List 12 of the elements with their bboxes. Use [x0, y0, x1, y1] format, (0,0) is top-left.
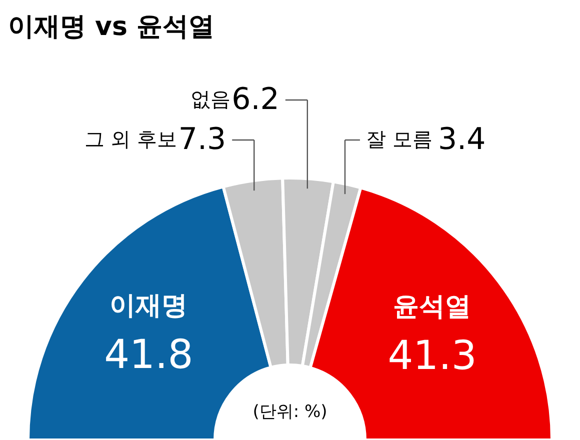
data-label: 41.8 [104, 332, 194, 378]
slice-label: 없음 [190, 87, 230, 111]
slice-label: 윤석열 [393, 292, 472, 322]
chart-title: 이재명 vs 윤석열 [8, 12, 215, 42]
data-label: 6.2 [232, 82, 280, 117]
data-label: 7.3 [178, 122, 226, 157]
data-label: 41.3 [388, 333, 477, 380]
slice-label: 이재명 [110, 291, 188, 322]
slice-label: 그 외 후보 [84, 127, 178, 151]
slice-label: 잘 모름 [366, 127, 432, 151]
text: (단위: %) [252, 402, 328, 422]
data-label: 3.4 [438, 122, 486, 157]
